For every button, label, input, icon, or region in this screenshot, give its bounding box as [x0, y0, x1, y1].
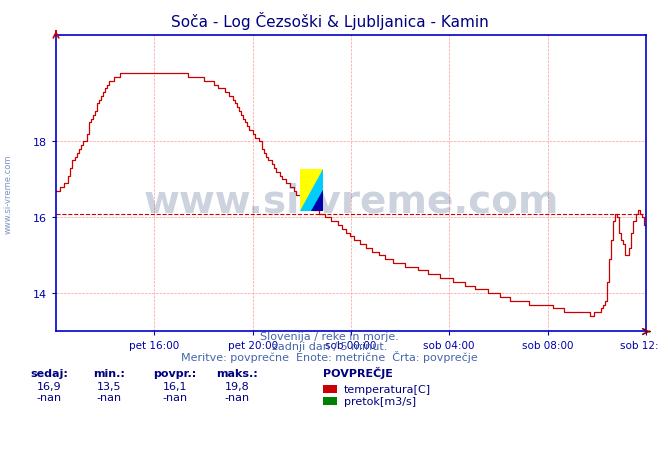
Text: povpr.:: povpr.: [153, 368, 196, 378]
Text: 16,9: 16,9 [37, 381, 62, 391]
Text: 19,8: 19,8 [225, 381, 250, 391]
Text: min.:: min.: [93, 368, 125, 378]
Text: -nan: -nan [225, 392, 250, 402]
Text: www.si-vreme.com: www.si-vreme.com [3, 154, 13, 234]
Polygon shape [300, 169, 323, 212]
Text: -nan: -nan [96, 392, 121, 402]
Text: Meritve: povprečne  Enote: metrične  Črta: povprečje: Meritve: povprečne Enote: metrične Črta:… [181, 350, 478, 362]
Text: -nan: -nan [162, 392, 187, 402]
Text: temperatura[C]: temperatura[C] [344, 384, 431, 394]
Text: maks.:: maks.: [216, 368, 258, 378]
Text: -nan: -nan [37, 392, 62, 402]
Text: Slovenija / reke in morje.: Slovenija / reke in morje. [260, 331, 399, 341]
Text: www.si-vreme.com: www.si-vreme.com [143, 183, 559, 221]
Polygon shape [312, 190, 323, 212]
Polygon shape [300, 169, 323, 212]
Text: 16,1: 16,1 [162, 381, 187, 391]
Text: zadnji dan / 5 minut.: zadnji dan / 5 minut. [272, 341, 387, 351]
Text: 13,5: 13,5 [96, 381, 121, 391]
Text: POVPREČJE: POVPREČJE [323, 367, 393, 378]
Text: pretok[m3/s]: pretok[m3/s] [344, 396, 416, 406]
Text: sedaj:: sedaj: [30, 368, 69, 378]
Text: Soča - Log Čezsoški & Ljubljanica - Kamin: Soča - Log Čezsoški & Ljubljanica - Kami… [171, 12, 488, 30]
